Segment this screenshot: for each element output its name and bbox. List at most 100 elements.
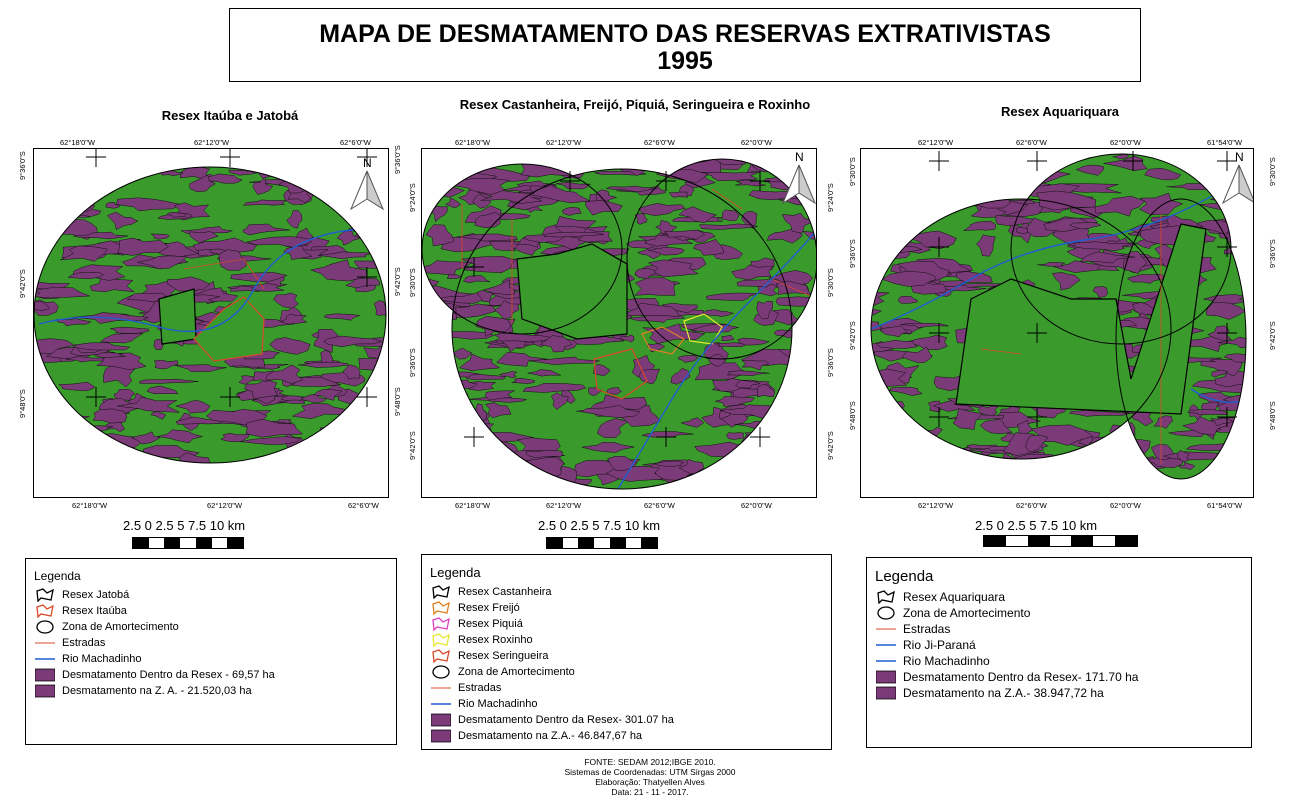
deforestation-patch [539, 335, 573, 353]
reserve-boundary [683, 313, 723, 345]
deforestation-patch [791, 332, 816, 347]
legend-item: Desmatamento Dentro da Resex- 171.70 ha [875, 669, 1251, 685]
reserve-boundary [593, 348, 648, 400]
legend-label: Resex Aquariquara [903, 590, 1006, 604]
deforestation-patch [54, 198, 78, 217]
deforestation-patch [593, 363, 611, 377]
north-arrow-icon: N [1221, 150, 1253, 205]
coord-left: 9°48'0"S [18, 389, 27, 418]
legend-item: Zona de Amortecimento [430, 664, 831, 680]
graticule-cross [357, 149, 377, 167]
deforestation-patch [302, 451, 320, 457]
deforestation-patch [422, 425, 450, 440]
deforestation-patch [606, 387, 623, 395]
deforestation-patch [425, 465, 466, 477]
deforestation-patch [362, 205, 386, 214]
deforestation-patch [726, 370, 770, 376]
deforestation-patch [995, 215, 1040, 227]
graticule-cross [1217, 323, 1237, 343]
deforestation-patch [771, 441, 816, 454]
graticule-cross [929, 237, 949, 257]
deforestation-patch [488, 240, 517, 252]
coord-left: 9°24'0"S [408, 183, 417, 212]
deforestation-patch [543, 231, 604, 238]
deforestation-patch [353, 260, 386, 270]
deforestation-patch [174, 400, 211, 414]
deforestation-patch [453, 473, 483, 489]
deforestation-patch [352, 457, 386, 463]
deforestation-patch [273, 292, 299, 309]
deforestation-patch [951, 187, 1012, 196]
coord-bottom: 62°12'0"W [207, 501, 243, 510]
deforestation-patch [458, 353, 501, 371]
deforestation-patch [180, 226, 233, 234]
deforestation-patch [522, 383, 587, 393]
reserve-boundary [193, 296, 265, 362]
legend-label: Resex Piquiá [458, 618, 523, 630]
deforestation-patch [269, 337, 311, 355]
scale-bar [983, 535, 1138, 547]
deforestation-patch [448, 476, 464, 489]
deforestation-patch [965, 161, 1028, 170]
deforestation-patch [720, 335, 735, 342]
deforestation-patch [585, 200, 623, 216]
deforestation-patch [871, 154, 902, 161]
coord-right: 9°30'0"S [1268, 157, 1277, 186]
deforestation-patch [731, 264, 774, 281]
deforestation-patch [902, 427, 931, 445]
deforestation-patch [429, 390, 470, 398]
deforestation-patch [1210, 370, 1229, 378]
deforestation-patch [126, 292, 167, 303]
deforestation-patch [1242, 257, 1246, 274]
graticule-cross [1027, 407, 1047, 427]
deforestation-patch [913, 444, 942, 455]
coord-right: 9°42'0"S [1268, 321, 1277, 350]
scale-label: 2.5 0 2.5 5 7.5 10 km [123, 518, 246, 533]
deforestation-patch [763, 420, 787, 442]
north-arrow-icon: N [781, 150, 816, 205]
deforestation-patch [355, 149, 387, 155]
coord-top: 62°12'0"W [918, 138, 954, 147]
river-line-icon [875, 654, 897, 668]
coord-bottom: 62°18'0"W [72, 501, 108, 510]
coord-top: 61°54'0"W [1207, 138, 1243, 147]
deforestation-patch [924, 486, 952, 497]
deforestation-patch [585, 159, 609, 170]
deforestation-patch [323, 313, 360, 321]
legend-label: Desmatamento Dentro da Resex- 171.70 ha [903, 670, 1139, 684]
graticule-cross [464, 257, 484, 277]
coord-top: 62°6'0"W [340, 138, 371, 147]
coord-right: 9°36'0"S [826, 348, 835, 377]
deforestation-patch [680, 417, 705, 428]
legend-label: Rio Machadinho [903, 654, 990, 668]
deforestation-patch [588, 394, 648, 411]
legend-item: Resex Piquiá [430, 616, 831, 632]
deforestation-patch [880, 325, 908, 338]
coord-top: 62°18'0"W [60, 138, 96, 147]
deforestation-patch [654, 159, 698, 165]
coord-right: 9°42'0"S [826, 431, 835, 460]
deforestation-patch [56, 318, 92, 327]
north-label: N [363, 156, 372, 170]
legend-aquariquara: Legenda Resex Aquariquara Zona de Amortec… [866, 557, 1252, 748]
deforestation-patch [1211, 470, 1235, 479]
deforestation-patch [481, 150, 513, 158]
deforestation-patch [757, 384, 776, 398]
deforestation-patch [423, 458, 473, 476]
coord-top: 62°0'0"W [741, 138, 772, 147]
deforestation-patch [309, 259, 367, 282]
deforestation-patch [761, 430, 811, 441]
legend-item: Zona de Amortecimento [875, 605, 1251, 621]
deforestation-patch [738, 465, 768, 476]
graticule-cross [929, 323, 949, 343]
deforestation-patch [580, 405, 641, 418]
deforestation-patch [242, 199, 287, 206]
coord-bottom: 62°0'0"W [1110, 501, 1141, 510]
deforestation-patch [561, 207, 582, 216]
deforestation-patch [897, 296, 918, 304]
deforestation-patch [714, 476, 762, 484]
deforestation-patch [239, 436, 302, 445]
deforestation-patch [661, 487, 701, 489]
deforestation-patch [178, 452, 211, 463]
deforestation-patch [962, 220, 997, 232]
